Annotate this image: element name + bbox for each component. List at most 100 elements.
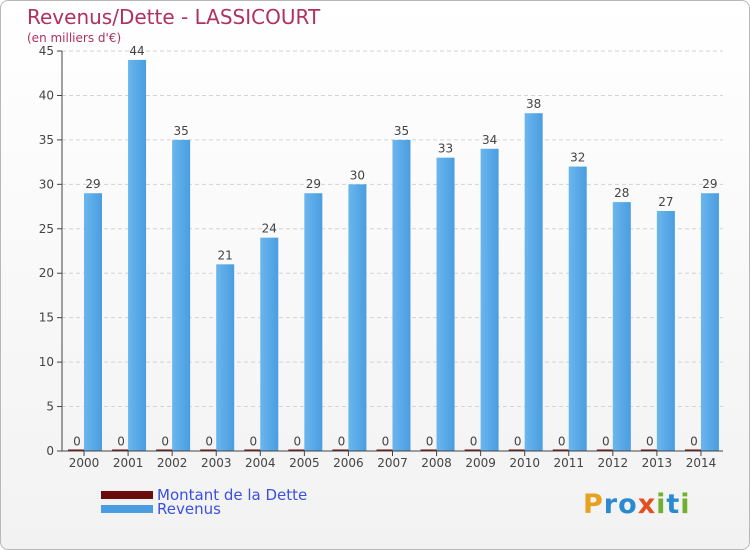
x-tick-label: 2003 <box>201 456 232 470</box>
x-tick-label: 2002 <box>157 456 188 470</box>
data-label-dette: 0 <box>338 435 346 449</box>
bar-revenus <box>392 139 411 451</box>
y-tick-label: 20 <box>39 266 54 280</box>
y-tick-label: 15 <box>39 311 54 325</box>
legend-item-revenus: Revenus <box>101 500 221 518</box>
bar-dette <box>244 449 263 451</box>
data-label-revenus: 29 <box>306 177 321 191</box>
bar-dette <box>156 449 175 451</box>
bar-revenus <box>700 193 719 451</box>
proxiti-logo: Proxiti <box>583 489 691 520</box>
data-label-dette: 0 <box>294 435 302 449</box>
legend-item-dette: Montant de la Dette <box>101 486 308 504</box>
data-label-revenus: 28 <box>614 186 629 200</box>
data-label-dette: 0 <box>205 435 213 449</box>
bar-dette <box>112 449 131 451</box>
x-tick-label: 2014 <box>686 456 717 470</box>
bar-dette <box>376 449 395 451</box>
axes: 0 5 10 15 20 25 30 35 40 45 2000 2001 2002 2003 2004 20… <box>39 44 723 470</box>
data-label-revenus: 24 <box>262 222 277 236</box>
legend-swatch-dette <box>101 491 153 499</box>
x-tick-label: 2008 <box>421 456 452 470</box>
bar-revenus <box>568 166 587 452</box>
logo-letter: P <box>583 489 604 520</box>
data-label-revenus: 32 <box>570 151 585 165</box>
y-tick-label: 10 <box>39 355 54 369</box>
x-tick-label: 2010 <box>509 456 540 470</box>
x-tick-label: 2000 <box>69 456 100 470</box>
bar-dette <box>684 449 703 451</box>
data-label-revenus: 38 <box>526 97 541 111</box>
bar-revenus <box>524 113 543 451</box>
x-tick-label: 2009 <box>465 456 496 470</box>
bar-revenus <box>84 193 102 451</box>
data-label-dette: 0 <box>602 435 610 449</box>
y-tick-label: 45 <box>39 44 54 58</box>
data-label-dette: 0 <box>117 435 125 449</box>
y-tick-label: 25 <box>39 222 54 236</box>
x-tick-label: 2004 <box>245 456 276 470</box>
chart-title: Revenus/Dette - LASSICOURT <box>27 5 321 29</box>
logo-letter: x <box>637 489 657 520</box>
bar-dette <box>552 449 571 451</box>
bar-revenus <box>436 157 455 451</box>
legend-swatch-revenus <box>101 505 153 513</box>
data-label-revenus: 29 <box>702 177 717 191</box>
logo-letter: i <box>680 489 691 520</box>
y-tick-label: 30 <box>39 177 54 191</box>
bar-revenus <box>480 148 499 451</box>
bar-dette <box>596 449 615 451</box>
data-label-dette: 0 <box>249 435 257 449</box>
x-tick-label: 2005 <box>289 456 320 470</box>
bar-dette <box>288 449 307 451</box>
bar-revenus <box>348 184 367 452</box>
chart-subtitle: (en milliers d'€) <box>27 31 122 45</box>
bar-revenus <box>304 193 323 451</box>
logo-letter: o <box>618 489 638 520</box>
bar-revenus <box>128 59 147 452</box>
data-label-dette: 0 <box>73 435 81 449</box>
bar-revenus <box>612 202 631 451</box>
bar-dette <box>640 449 659 451</box>
data-label-dette: 0 <box>426 435 434 449</box>
y-tick-label: 5 <box>46 400 54 414</box>
logo-letter: i <box>656 489 667 520</box>
data-label-revenus: 34 <box>482 133 497 147</box>
legend-label-dette: Montant de la Dette <box>157 486 308 504</box>
logo-letter: t <box>666 489 681 520</box>
data-label-revenus: 27 <box>658 195 673 209</box>
data-label-dette: 0 <box>558 435 566 449</box>
data-label-dette: 0 <box>161 435 169 449</box>
bar-revenus <box>260 237 279 451</box>
bar-revenus <box>172 139 191 451</box>
bar-dette <box>68 449 86 451</box>
x-tick-label: 2011 <box>553 456 584 470</box>
bars <box>68 59 719 452</box>
y-tick-label: 0 <box>46 444 54 458</box>
data-label-revenus: 33 <box>438 142 453 156</box>
data-label-dette: 0 <box>646 435 654 449</box>
y-tick-label: 35 <box>39 133 54 147</box>
bar-dette <box>508 449 527 451</box>
bar-revenus <box>216 264 235 451</box>
bar-dette <box>420 449 439 451</box>
bar-dette <box>200 449 219 451</box>
data-label-revenus: 21 <box>218 248 233 262</box>
bar-dette <box>332 449 351 451</box>
legend-label-revenus: Revenus <box>157 500 221 518</box>
data-label-dette: 0 <box>382 435 390 449</box>
bar-dette <box>464 449 483 451</box>
logo-letter: r <box>603 489 619 520</box>
data-label-dette: 0 <box>514 435 522 449</box>
y-tick-label: 40 <box>39 88 54 102</box>
data-label-revenus: 29 <box>85 177 100 191</box>
bar-revenus <box>656 211 675 451</box>
x-tick-label: 2012 <box>598 456 629 470</box>
x-tick-label: 2006 <box>333 456 364 470</box>
x-tick-label: 2007 <box>377 456 408 470</box>
data-label-revenus: 35 <box>394 124 409 138</box>
x-tick-label: 2001 <box>113 456 144 470</box>
data-labels: 0 29 0 44 0 35 0 21 0 24 0 29 0 30 0 35 0 33 0 34 0 38 0 32 0 28 0… <box>73 44 717 449</box>
